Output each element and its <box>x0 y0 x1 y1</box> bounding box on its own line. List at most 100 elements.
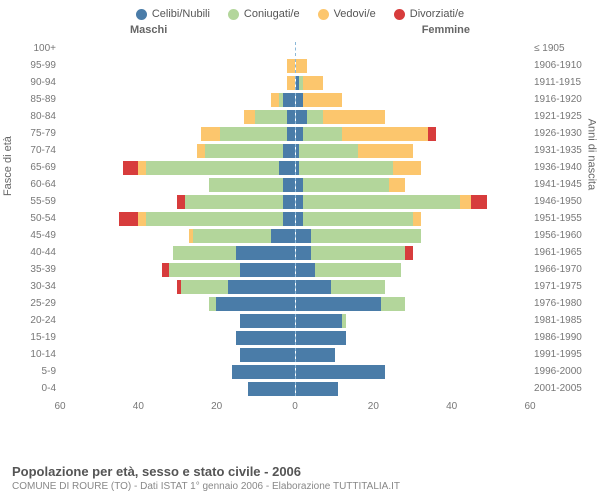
bar-segment <box>405 246 413 260</box>
pyramid-row: 65-69 1936-1940 <box>10 159 590 176</box>
bar-segment <box>299 161 393 175</box>
age-label: 65-69 <box>10 162 60 173</box>
bar-segment <box>296 331 347 345</box>
male-bar <box>60 144 296 158</box>
bar-segment <box>311 246 405 260</box>
birth-year-label: 1981-1985 <box>530 315 590 326</box>
bar-segment <box>146 212 283 226</box>
birth-year-label: 1966-1970 <box>530 264 590 275</box>
female-bar <box>296 93 531 107</box>
bar-segment <box>283 178 295 192</box>
bar-segment <box>296 110 308 124</box>
legend-swatch <box>136 9 147 20</box>
bar-segment <box>296 246 312 260</box>
bar-segment <box>428 127 436 141</box>
birth-year-label: 1961-1965 <box>530 247 590 258</box>
bar-segment <box>296 280 331 294</box>
birth-year-label: 2001-2005 <box>530 383 590 394</box>
age-label: 100+ <box>10 43 60 54</box>
bar-segment <box>303 212 412 226</box>
bar-segment <box>296 178 304 192</box>
female-bar <box>296 229 531 243</box>
bar-segment <box>240 314 295 328</box>
pyramid-row: 10-141991-1995 <box>10 346 590 363</box>
bar-segment <box>146 161 279 175</box>
bar-segment <box>342 314 346 328</box>
female-bar <box>296 144 531 158</box>
bar-segment <box>220 127 286 141</box>
male-bar <box>60 246 296 260</box>
birth-year-label: 1996-2000 <box>530 366 590 377</box>
male-bar <box>60 348 296 362</box>
bar-segment <box>287 59 295 73</box>
male-bar <box>60 331 296 345</box>
birth-year-label: 1951-1955 <box>530 213 590 224</box>
x-tick: 20 <box>368 401 379 412</box>
female-bar <box>296 212 531 226</box>
male-heading: Maschi <box>130 24 167 36</box>
bar-segment <box>296 297 382 311</box>
birth-year-label: 1926-1930 <box>530 128 590 139</box>
birth-year-label: 1906-1910 <box>530 60 590 71</box>
female-bar <box>296 127 531 141</box>
bar-segment <box>323 110 386 124</box>
birth-year-label: 1931-1935 <box>530 145 590 156</box>
legend-item: Divorziati/e <box>394 8 464 20</box>
bar-segment <box>228 280 294 294</box>
bar-segment <box>471 195 487 209</box>
age-label: 80-84 <box>10 111 60 122</box>
female-bar <box>296 161 531 175</box>
chart-title: Popolazione per età, sesso e stato civil… <box>12 464 588 479</box>
bar-segment <box>296 365 386 379</box>
male-bar <box>60 161 296 175</box>
birth-year-label: 1956-1960 <box>530 230 590 241</box>
bar-segment <box>283 93 295 107</box>
pyramid-row: 70-74 1931-1935 <box>10 142 590 159</box>
pyramid-row: 60-641941-1945 <box>10 176 590 193</box>
bar-segment <box>240 263 295 277</box>
bar-segment <box>389 178 405 192</box>
birth-year-label: 1946-1950 <box>530 196 590 207</box>
bar-segment <box>296 212 304 226</box>
bar-segment <box>255 110 286 124</box>
age-label: 90-94 <box>10 77 60 88</box>
male-bar <box>60 178 296 192</box>
bar-segment <box>296 195 304 209</box>
bar-segment <box>287 110 295 124</box>
female-bar <box>296 263 531 277</box>
legend-label: Divorziati/e <box>410 8 464 20</box>
bar-segment <box>201 127 221 141</box>
bar-segment <box>296 229 312 243</box>
bar-segment <box>271 93 279 107</box>
bar-segment <box>279 161 295 175</box>
legend: Celibi/NubiliConiugati/eVedovi/eDivorzia… <box>0 0 600 24</box>
bar-segment <box>236 246 295 260</box>
birth-year-label: 1936-1940 <box>530 162 590 173</box>
bar-segment <box>393 161 420 175</box>
pyramid-row: 45-491956-1960 <box>10 227 590 244</box>
bar-segment <box>216 297 294 311</box>
bar-segment <box>303 127 342 141</box>
male-bar <box>60 263 296 277</box>
male-bar <box>60 280 296 294</box>
bar-segment <box>296 382 339 396</box>
female-bar <box>296 365 531 379</box>
bar-segment <box>296 314 343 328</box>
legend-label: Vedovi/e <box>334 8 376 20</box>
birth-year-label: 1986-1990 <box>530 332 590 343</box>
bar-segment <box>209 178 283 192</box>
pyramid-row: 95-991906-1910 <box>10 57 590 74</box>
bar-segment <box>358 144 413 158</box>
male-bar <box>60 76 296 90</box>
legend-label: Coniugati/e <box>244 8 300 20</box>
bar-segment <box>315 263 401 277</box>
bar-segment <box>296 59 308 73</box>
bar-segment <box>287 76 295 90</box>
female-bar <box>296 382 531 396</box>
male-bar <box>60 365 296 379</box>
pyramid-row: 25-291976-1980 <box>10 295 590 312</box>
bar-segment <box>296 263 316 277</box>
age-label: 70-74 <box>10 145 60 156</box>
birth-year-label: 1911-1915 <box>530 77 590 88</box>
bar-segment <box>331 280 386 294</box>
